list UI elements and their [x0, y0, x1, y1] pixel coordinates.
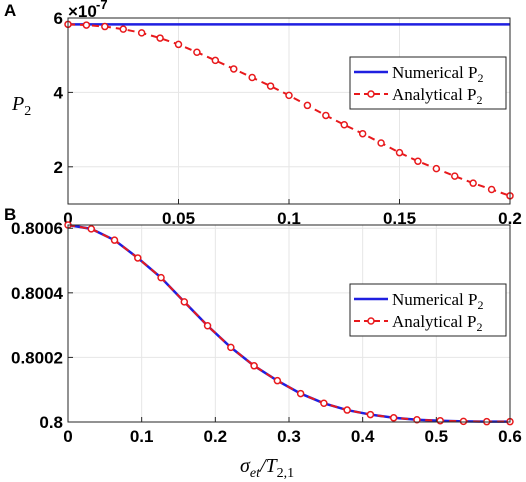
panel-b-legend-numerical-main: Numerical P: [392, 290, 477, 309]
panel-a-series-analytical-point: [340, 121, 348, 129]
panel-a-series-analytical-point: [414, 157, 422, 165]
panel-a-series-analytical-point: [174, 40, 183, 49]
panel-a-legend-analytical-main: Analytical P: [392, 85, 477, 104]
panel-b-legend-marker-analytical: [367, 317, 375, 325]
panel-b-ytick-label: 0.8: [39, 413, 63, 432]
panel-a-ytick-label: 4: [54, 83, 64, 102]
panel-b-ticks: 0 0.1 0.2 0.3 0.4 0.5 0.6 0.8 0.8002 0.8004 0.8006: [11, 219, 522, 446]
panel-b-xlabel-slash: /T: [259, 455, 279, 477]
panel-a-legend-numerical-main: Numerical P: [392, 63, 477, 82]
panel-b-series-analytical-point: [389, 414, 398, 422]
panel-a-ylabel: P2: [11, 93, 31, 119]
panel-a-series-analytical-point: [230, 65, 238, 73]
panel-b-series-analytical-point: [134, 254, 142, 262]
panel-a-legend-box: [349, 56, 507, 110]
panel-b-xtick-label: 0.1: [130, 427, 154, 446]
panel-b-series-analytical-point: [157, 273, 165, 282]
panel-a-ylabel-sub: 2: [24, 104, 31, 119]
panel-b-series-analytical-point: [250, 362, 258, 370]
panel-b-xlabel-main: σ: [240, 455, 251, 477]
panel-a-xtick-label: 0: [63, 209, 72, 228]
panel-a-xtick-label: 0.05: [162, 209, 195, 228]
panel-b-series-analytical-point: [87, 225, 96, 233]
panel-b-series-analytical-point: [180, 298, 189, 306]
panel-a-legend: Numerical P2 Analytical P2: [349, 56, 507, 110]
panel-b-legend-numerical-sub: 2: [477, 298, 483, 312]
panel-b-series-analytical-point: [436, 416, 444, 425]
panel-a-series-analytical-point: [432, 164, 441, 173]
panel-b-ytick-label: 0.8004: [11, 284, 64, 303]
panel-a-ticks: 0 0.05 0.1 0.15 0.2 2 4 6: [54, 9, 522, 228]
panel-a-series-analytical-point: [451, 172, 459, 180]
panel-b-xlabel: σet/T2,1: [240, 455, 294, 481]
panel-a-legend-marker-analytical: [367, 90, 375, 98]
panel-a-series-analytical-point: [358, 129, 367, 138]
panel-b-xtick-label: 0.2: [204, 427, 228, 446]
panel-b-xtick-label: 0.4: [351, 427, 375, 446]
panel-a-series-analytical-point: [137, 29, 146, 37]
panel-a-ylabel-main: P: [11, 93, 24, 115]
panel-b-legend: Numerical P2 Analytical P2: [349, 283, 507, 337]
panel-b-series-analytical-point: [413, 415, 421, 424]
panel-b-series-analytical-point: [227, 343, 235, 352]
panel-a-series-analytical-point: [156, 34, 164, 42]
panel-a-series-analytical-point: [248, 73, 256, 82]
panel-a-series-analytical-point: [193, 48, 201, 56]
panel-a-series-analytical-point: [303, 101, 312, 110]
panel-a-xtick-label: 0.15: [383, 209, 416, 228]
panel-a-series-analytical-point: [469, 179, 477, 187]
panel-b-legend-analytical-main: Analytical P: [392, 312, 477, 331]
panel-b-series-analytical-point: [343, 406, 351, 414]
panel-b-legend-numerical: Numerical P2: [392, 290, 483, 312]
panel-a-legend-analytical-sub: 2: [477, 93, 483, 107]
panel-b-ytick-label: 0.8006: [11, 219, 63, 238]
panel-b-series-analytical-point: [203, 322, 212, 330]
panel-b-series-analytical-point: [110, 236, 119, 244]
panel-a-legend-numerical-sub: 2: [477, 71, 483, 85]
panel-label-b: B: [4, 205, 16, 224]
panel-a-plot-area: [64, 20, 514, 200]
panel-a-series-analytical-point: [266, 82, 275, 90]
panel-a-series-analytical-point: [285, 91, 293, 100]
panel-b-ytick-label: 0.8002: [11, 348, 63, 367]
panel-b-series-analytical-point: [296, 389, 305, 398]
panel-b-xtick-label: 0.3: [277, 427, 301, 446]
panel-a-exponent-power: -7: [96, 0, 108, 12]
panel-a-ytick-label: 2: [54, 158, 63, 177]
panel-b-series-analytical-point: [320, 399, 328, 408]
panel-a-grid: [67, 17, 511, 204]
panel-label-a: A: [4, 1, 16, 20]
panel-b-series-analytical-point: [273, 376, 282, 385]
panel-b-xtick-label: 0.5: [425, 427, 449, 446]
panel-a-ytick-label: 6: [54, 9, 63, 28]
panel-a-series-analytical-point: [211, 56, 220, 65]
panel-a-series-analytical-point: [82, 21, 91, 29]
panel-b-legend-analytical: Analytical P2: [392, 312, 483, 334]
panel-a-legend-analytical: Analytical P2: [392, 85, 483, 107]
panel-a-xtick-label: 0.1: [277, 209, 301, 228]
panel-b-chart: 0 0.1 0.2 0.3 0.4 0.5 0.6 0.8 0.8002 0.8004 0.8006…: [11, 219, 522, 481]
panel-b-legend-box: [349, 283, 507, 337]
panel-b-series-analytical-point: [459, 417, 468, 426]
panel-a-series-analytical-point: [322, 111, 330, 120]
panel-b-xtick-label: 0: [63, 427, 72, 446]
panel-b-xtick-label: 0.6: [498, 427, 522, 446]
panel-b-series-analytical-line: [67, 224, 510, 423]
panel-a-legend-numerical: Numerical P2: [392, 63, 483, 85]
panel-b-series-analytical-point: [366, 410, 375, 419]
panel-a-series-analytical-point: [395, 148, 404, 157]
panel-b-legend-analytical-sub: 2: [477, 320, 483, 334]
panel-a-series-analytical-point: [119, 25, 127, 33]
panel-a-series-analytical-point: [487, 185, 496, 194]
panel-a-xtick-label: 0.2: [498, 209, 522, 228]
panel-a-series-analytical-point: [101, 22, 109, 31]
panel-b-xlabel-sub: et: [250, 466, 261, 481]
panel-a-exponent-base: ×10: [68, 2, 97, 21]
panel-b-xlabel-sub2: 2,1: [277, 466, 295, 481]
panel-a-series-analytical-point: [377, 139, 385, 147]
